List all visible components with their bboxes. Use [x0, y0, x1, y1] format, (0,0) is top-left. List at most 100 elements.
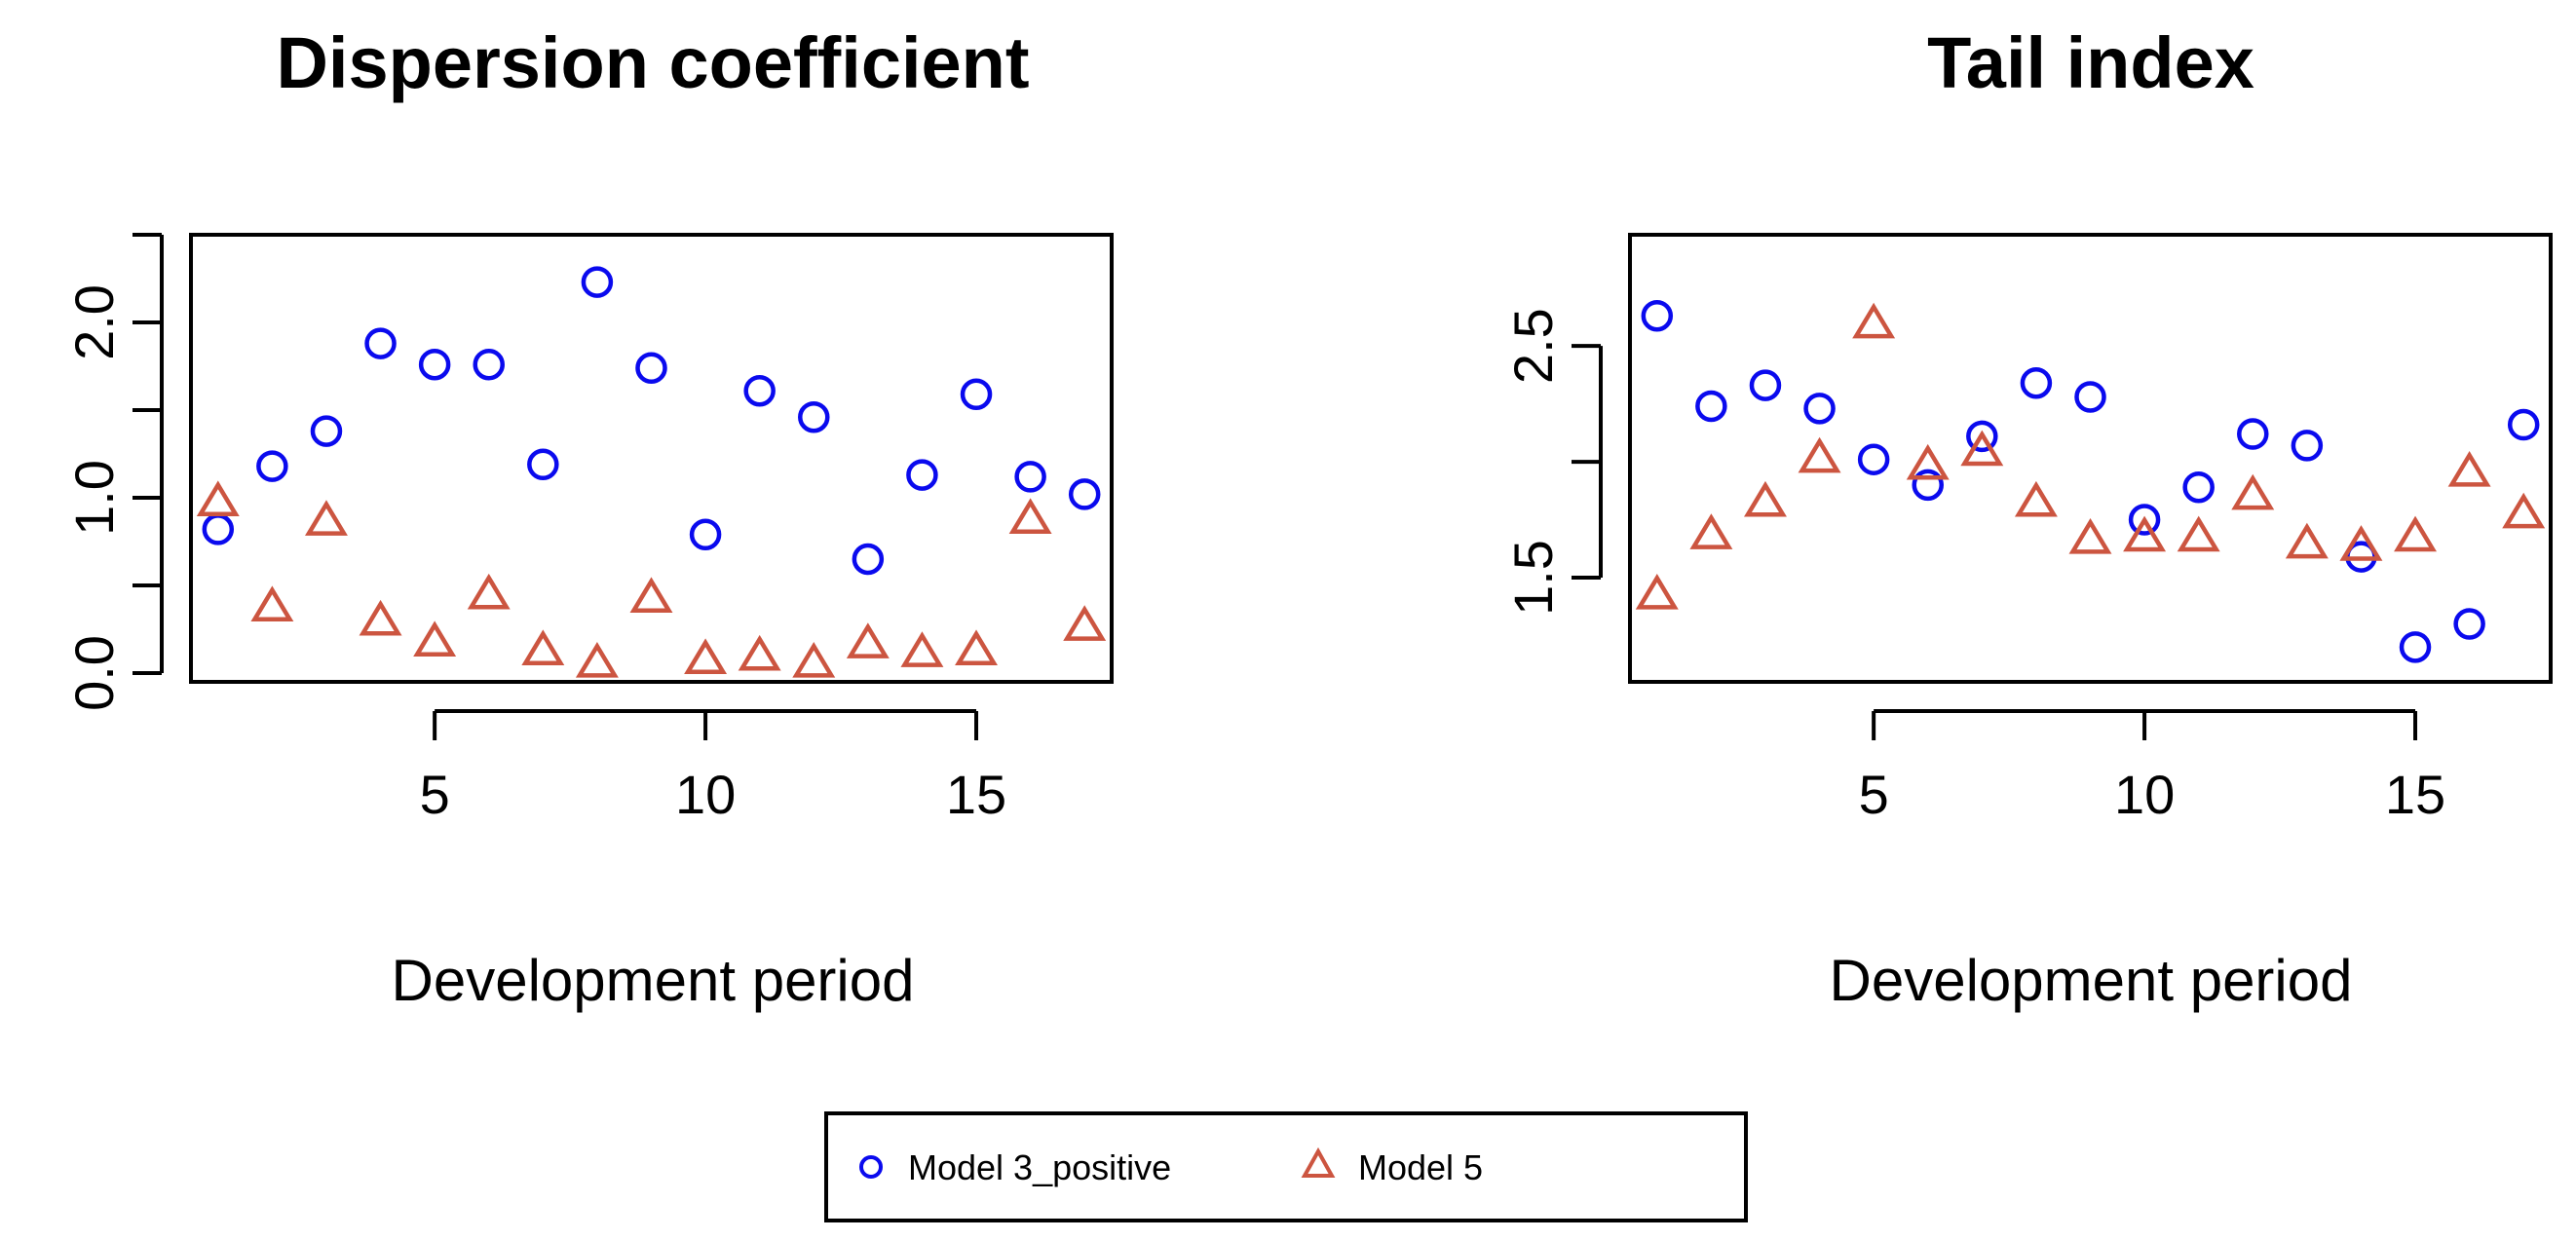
data-point-model3 [527, 448, 559, 481]
axes: 0.0 1.0 2.0 5 10 15 [63, 233, 1006, 825]
data-point-model3 [364, 327, 397, 359]
data-point-model5 [738, 634, 781, 671]
legend-item-model3: Model 3_positive [859, 1147, 1171, 1187]
data-point-model3 [2074, 381, 2106, 413]
x-tick-label: 15 [946, 764, 1006, 825]
chart-title: Tail index [1927, 22, 2254, 103]
data-point-model5 [2014, 480, 2058, 517]
data-point-model5 [359, 599, 402, 636]
data-point-model5 [2285, 522, 2329, 559]
data-point-model5 [1063, 605, 1107, 641]
data-point-model3 [2020, 366, 2053, 399]
data-point-model5 [2502, 492, 2546, 529]
x-tick-label: 15 [2385, 764, 2445, 825]
data-point-model3 [581, 266, 614, 298]
data-marks [196, 266, 1107, 678]
data-point-model3 [473, 348, 505, 381]
data-point-model5 [413, 620, 457, 658]
plot-frame [189, 233, 1114, 684]
data-point-model3 [906, 459, 938, 491]
data-point-model5 [521, 629, 565, 666]
x-tick-label: 5 [420, 764, 450, 825]
data-point-model3 [635, 352, 667, 385]
data-point-model5 [1743, 480, 1787, 517]
data-point-model5 [1689, 513, 1733, 549]
data-point-model3 [2128, 504, 2161, 536]
panel-dispersion: Dispersion coefficient Development perio… [63, 22, 1114, 1013]
chart-title: Dispersion coefficient [276, 22, 1029, 103]
data-point-model5 [792, 642, 836, 678]
data-point-model5 [467, 573, 511, 610]
x-tick-label: 5 [1859, 764, 1889, 825]
data-point-model5 [250, 585, 294, 622]
data-point-model5 [1906, 443, 1950, 480]
y-tick-label: 2.5 [1502, 308, 1564, 384]
data-point-model3 [2182, 470, 2215, 504]
legend-box [824, 1111, 1748, 1222]
data-point-model3 [418, 348, 451, 381]
data-point-model3 [2507, 408, 2540, 441]
y-tick-label: 2.0 [63, 284, 125, 360]
data-point-model3 [960, 378, 993, 411]
data-point-model3 [689, 518, 722, 551]
data-point-model5 [196, 480, 240, 517]
data-point-model3 [798, 400, 830, 433]
data-point-model5 [1635, 574, 1679, 610]
data-point-model5 [955, 629, 999, 666]
legend-item-model5: Model 5 [1301, 1146, 1483, 1187]
data-point-model3 [1641, 299, 1674, 332]
data-point-model5 [2068, 517, 2112, 554]
y-tick-label: 1.5 [1502, 540, 1564, 616]
data-point-model5 [2339, 525, 2383, 561]
data-point-model5 [846, 622, 890, 658]
legend-label: Model 3_positive [908, 1147, 1171, 1187]
legend: Model 3_positive Model 5 [824, 1111, 1748, 1222]
triangle-marker-icon [1301, 1146, 1336, 1178]
data-point-model5 [2394, 515, 2438, 552]
data-point-model5 [575, 642, 619, 678]
data-point-model3 [1014, 461, 1046, 493]
axes: 1.5 2.5 5 10 15 [1502, 308, 2445, 825]
panel-tail-index: Tail index Development period 1.52.55 10 1… [1502, 22, 2553, 1013]
data-point-model3 [1912, 469, 1944, 502]
data-point-model5 [2231, 473, 2275, 510]
x-tick-label: 10 [675, 764, 736, 825]
data-point-model3 [256, 450, 288, 482]
data-point-model3 [1695, 390, 1727, 423]
data-point-model3 [1749, 369, 1782, 401]
x-tick-label: 10 [2114, 764, 2175, 825]
data-point-model3 [1068, 478, 1101, 510]
data-point-model3 [2399, 631, 2432, 663]
data-point-model5 [2447, 450, 2491, 487]
data-point-model5 [1008, 498, 1052, 535]
data-point-model3 [2291, 430, 2324, 462]
data-point-model3 [1966, 420, 1998, 453]
legend-label: Model 5 [1358, 1147, 1483, 1187]
data-point-model3 [1857, 443, 1890, 475]
data-point-model5 [900, 631, 944, 667]
circle-marker-icon [859, 1155, 883, 1179]
y-tick-label: 1.0 [63, 460, 125, 536]
data-point-model3 [743, 374, 776, 407]
data-point-model3 [2453, 608, 2485, 640]
data-point-model5 [629, 577, 673, 614]
data-marks [1635, 299, 2546, 663]
data-point-model5 [2177, 515, 2220, 552]
data-point-model5 [304, 500, 348, 536]
data-point-model3 [1803, 393, 1836, 425]
data-point-model5 [1798, 436, 1841, 473]
y-tick-label: 0.0 [63, 635, 125, 711]
data-point-model3 [2237, 418, 2269, 450]
data-point-model3 [852, 543, 885, 576]
data-point-model5 [1960, 430, 2004, 467]
x-axis-label: Development period [1830, 948, 2353, 1013]
plot-frame [1628, 233, 2553, 684]
data-point-model3 [310, 415, 343, 447]
data-point-model3 [202, 513, 235, 545]
data-point-model5 [684, 638, 728, 675]
data-point-model5 [2123, 515, 2167, 552]
x-axis-label: Development period [392, 948, 915, 1013]
data-point-model5 [1852, 302, 1896, 339]
